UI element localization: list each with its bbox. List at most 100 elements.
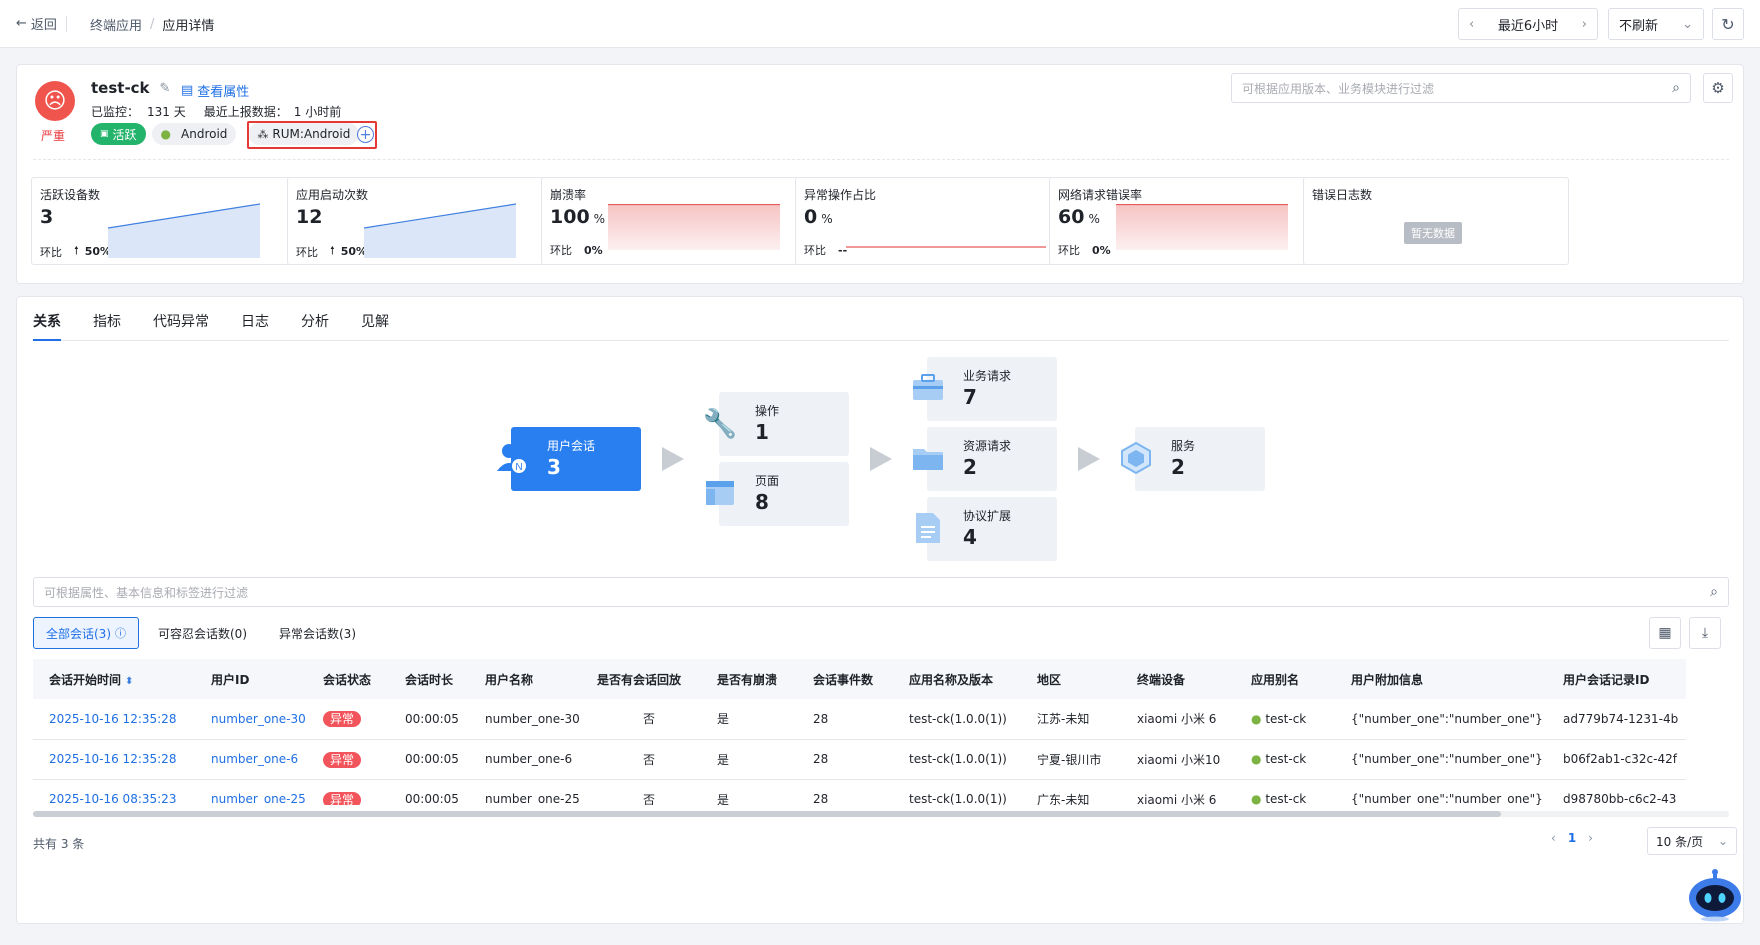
wrench-icon: 🔧	[702, 406, 738, 440]
session-tab-tolerable[interactable]: 可容忍会话数(0)	[158, 626, 247, 641]
app-meta: 已监控： 131 天 最近上报数据： 1 小时前	[91, 103, 341, 120]
session-tab-abnormal[interactable]: 异常会话数(3)	[279, 626, 356, 641]
session-tab-all[interactable]: 全部会话(3) ⓘ	[33, 617, 139, 649]
node-value: 2	[1171, 455, 1185, 479]
refresh-button[interactable]: ↻	[1712, 8, 1744, 40]
view-attributes-link[interactable]: ▤ 查看属性	[181, 81, 249, 100]
assistant-robot-icon[interactable]	[1686, 864, 1744, 922]
col-header: 是否有崩溃	[709, 659, 805, 699]
sort-icon[interactable]: ⬍	[125, 675, 134, 687]
node-business-request[interactable]: 业务请求 7	[913, 357, 1057, 421]
android-icon: ●	[1251, 752, 1262, 766]
metric-card-app-launches[interactable]: 应用启动次数 12 环比 🠕 50%	[287, 177, 553, 265]
node-protocol-extension[interactable]: 协议扩展 4	[916, 497, 1057, 561]
tab-logs[interactable]: 日志	[241, 313, 269, 330]
settings-button[interactable]: ⚙	[1703, 73, 1733, 103]
dashed-divider	[33, 159, 1729, 160]
tab-metrics[interactable]: 指标	[93, 313, 121, 330]
metric-title: 应用启动次数	[296, 188, 369, 202]
col-header[interactable]: 会话开始时间 ⬍	[33, 659, 203, 699]
main-panel: 关系 指标 代码异常 日志 分析 见解 N 用户会话 3 🔧 操作 1 页面 8…	[16, 296, 1744, 924]
metric-value: 12	[296, 206, 323, 228]
tag-rum-android: ⁂ RUM:Android	[248, 123, 360, 145]
page-number[interactable]: 1	[1567, 831, 1577, 845]
col-header: 用户名称	[477, 659, 589, 699]
node-value: 1	[755, 420, 769, 444]
flow-arrow	[1078, 447, 1100, 471]
edit-icon[interactable]: ✎	[159, 80, 171, 96]
page-size-select[interactable]: 10 条/页 ⌄	[1647, 827, 1737, 855]
metric-value: 60%	[1058, 206, 1100, 228]
sad-face-icon: ☹	[35, 81, 75, 121]
refresh-value: 不刷新	[1619, 18, 1659, 34]
cell-status: 异常	[315, 699, 397, 740]
node-label: 协议扩展	[963, 509, 1012, 523]
info-icon: ⓘ	[115, 627, 126, 640]
cell-crash: 是	[709, 699, 805, 740]
node-action[interactable]: 🔧 操作 1	[703, 392, 849, 456]
col-header: 用户会话记录ID	[1555, 659, 1687, 699]
cell-start-time[interactable]: 2025-10-16 08:35:23	[33, 779, 203, 805]
node-label: 用户会话	[547, 439, 596, 453]
session-filter-input[interactable]: 可根据属性、基本信息和标签进行过滤 ⌕	[33, 577, 1729, 607]
cell-user-id[interactable]: number_one-6	[203, 739, 315, 780]
time-range-picker[interactable]: ‹ 最近6小时 ›	[1458, 8, 1598, 40]
node-resource-request[interactable]: 资源请求 2	[913, 427, 1057, 491]
metric-card-active-devices[interactable]: 活跃设备数 3 环比 🠕 50%	[31, 177, 297, 265]
sparkline-chart	[108, 203, 260, 258]
prev-page-icon[interactable]: ‹	[1551, 831, 1556, 845]
cell-user-id[interactable]: number_one-30	[203, 699, 315, 740]
cell-user-id[interactable]: number_one-25	[203, 779, 315, 805]
metric-card-crash-rate[interactable]: 崩溃率 100% 环比 0%	[541, 177, 807, 265]
tab-code-exception[interactable]: 代码异常	[153, 313, 209, 330]
chevron-left-icon[interactable]: ‹	[1469, 16, 1475, 32]
horizontal-scrollbar[interactable]	[33, 811, 1729, 817]
col-header: 会话事件数	[805, 659, 901, 699]
cell-event-count: 28	[805, 699, 901, 740]
table-row[interactable]: 2025-10-16 12:35:28 number_one-30 异常 00:…	[33, 699, 1687, 740]
breadcrumb-item-detail: 应用详情	[162, 19, 215, 34]
add-tag-icon[interactable]: +	[357, 126, 374, 143]
cell-app-alias: ● test-ck	[1243, 779, 1343, 805]
node-user-session[interactable]: N 用户会话 3	[497, 427, 641, 491]
back-button[interactable]: ← 返回	[16, 14, 57, 33]
column-settings-button[interactable]: ▦	[1649, 617, 1681, 649]
next-page-icon[interactable]: ›	[1588, 831, 1593, 845]
refresh-select[interactable]: 不刷新 ⌄	[1608, 8, 1704, 40]
metric-ratio: 环比 🠕 50%	[296, 242, 367, 261]
gear-icon: ⚙	[1711, 79, 1725, 97]
download-button[interactable]: ⤓	[1689, 617, 1721, 649]
cell-start-time[interactable]: 2025-10-16 12:35:28	[33, 739, 203, 780]
tab-analysis[interactable]: 分析	[301, 313, 329, 330]
table-row[interactable]: 2025-10-16 08:35:23 number_one-25 异常 00:…	[33, 779, 1687, 805]
cell-app-alias: ● test-ck	[1243, 699, 1343, 740]
download-icon: ⤓	[1701, 625, 1709, 641]
cell-device: xiaomi 小米 6	[1129, 779, 1243, 805]
cell-start-time[interactable]: 2025-10-16 12:35:28	[33, 699, 203, 740]
android-icon: ●	[160, 127, 172, 141]
metric-card-network-error-rate[interactable]: 网络请求错误率 60% 环比 0%	[1049, 177, 1315, 265]
col-header: 地区	[1029, 659, 1129, 699]
session-table-container[interactable]: 会话开始时间 ⬍ 用户ID 会话状态 会话时长 用户名称 是否有会话回放 是否有崩…	[33, 659, 1729, 805]
tab-relation[interactable]: 关系	[33, 309, 61, 341]
node-value: 7	[963, 385, 977, 409]
node-page[interactable]: 页面 8	[706, 462, 849, 526]
session-tabs: 全部会话(3) ⓘ 可容忍会话数(0) 异常会话数(3)	[33, 617, 369, 649]
col-header: 会话时长	[397, 659, 477, 699]
breadcrumb-item-apps[interactable]: 终端应用	[90, 19, 143, 34]
page-icon	[703, 476, 737, 510]
cell-user-name: number_one-30	[477, 699, 589, 740]
table-row[interactable]: 2025-10-16 12:35:28 number_one-6 异常 00:0…	[33, 739, 1687, 780]
metric-card-error-logs[interactable]: 错误日志数 暂无数据	[1303, 177, 1569, 265]
col-header: 用户ID	[203, 659, 315, 699]
chevron-right-icon[interactable]: ›	[1581, 16, 1587, 32]
table-header-row: 会话开始时间 ⬍ 用户ID 会话状态 会话时长 用户名称 是否有会话回放 是否有崩…	[33, 659, 1687, 699]
scrollbar-thumb[interactable]	[33, 811, 1501, 817]
node-service[interactable]: 服务 2	[1121, 427, 1265, 491]
app-filter-input[interactable]: 可根据应用版本、业务模块进行过滤 ⌕	[1231, 73, 1691, 103]
cube-icon	[1119, 441, 1153, 475]
tab-insights[interactable]: 见解	[361, 313, 389, 330]
chevron-down-icon: ⌄	[1717, 834, 1728, 848]
arrow-up-icon: 🠕	[74, 244, 79, 257]
metric-card-abnormal-ops[interactable]: 异常操作占比 0% 环比 --	[795, 177, 1061, 265]
